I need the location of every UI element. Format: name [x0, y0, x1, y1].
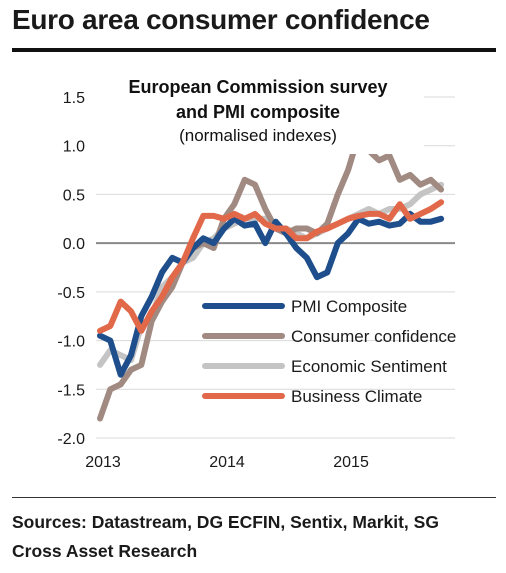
x-tick-label: 2014 [209, 454, 245, 471]
y-axis-ticks: 1.5 1.0 0.5 0.0 -0.5 -1.0 -1.5 -2.0 [57, 90, 85, 448]
legend-label-business-climate: Business Climate [291, 387, 422, 406]
x-axis-ticks: 2013 2014 2015 [85, 454, 369, 471]
y-tick-label: 0.0 [63, 236, 85, 253]
y-tick-label: 1.5 [63, 90, 85, 107]
y-tick-label: 0.5 [63, 187, 85, 204]
title-backdrop [96, 74, 424, 154]
sources-note: Sources: Datastream, DG ECFIN, Sentix, M… [12, 512, 439, 561]
series-line-pmi-composite [97, 210, 445, 378]
series-line-consumer-confidence [97, 133, 445, 422]
legend-label-economic-sentiment: Economic Sentiment [291, 357, 447, 376]
x-tick-label: 2013 [85, 454, 121, 471]
y-tick-label: 1.0 [63, 139, 85, 156]
headline-rule [12, 48, 496, 52]
chart-subtitle: (normalised indexes) [179, 126, 337, 145]
legend-label-pmi-composite: PMI Composite [291, 297, 407, 316]
legend: PMI Composite Consumer confidence Economic… [202, 297, 456, 406]
chart-title: European Commission survey [128, 77, 387, 97]
x-tick-label: 2015 [333, 454, 369, 471]
chart-title-line2: and PMI composite [176, 102, 340, 122]
legend-label-consumer-confidence: Consumer confidence [291, 327, 456, 346]
footer-rule [12, 497, 496, 498]
y-tick-label: -1.5 [57, 382, 85, 399]
y-tick-label: -1.0 [57, 334, 85, 351]
line-chart: 1.51.00.50.0-0.5-1.0-1.5-2.0 2013 2014 201… [57, 74, 456, 471]
y-tick-label: -0.5 [57, 285, 85, 302]
page-headline: Euro area consumer confidence [12, 4, 430, 35]
series-lines [97, 133, 445, 422]
y-tick-label: -2.0 [57, 431, 85, 448]
series-line-business-climate [97, 199, 445, 334]
